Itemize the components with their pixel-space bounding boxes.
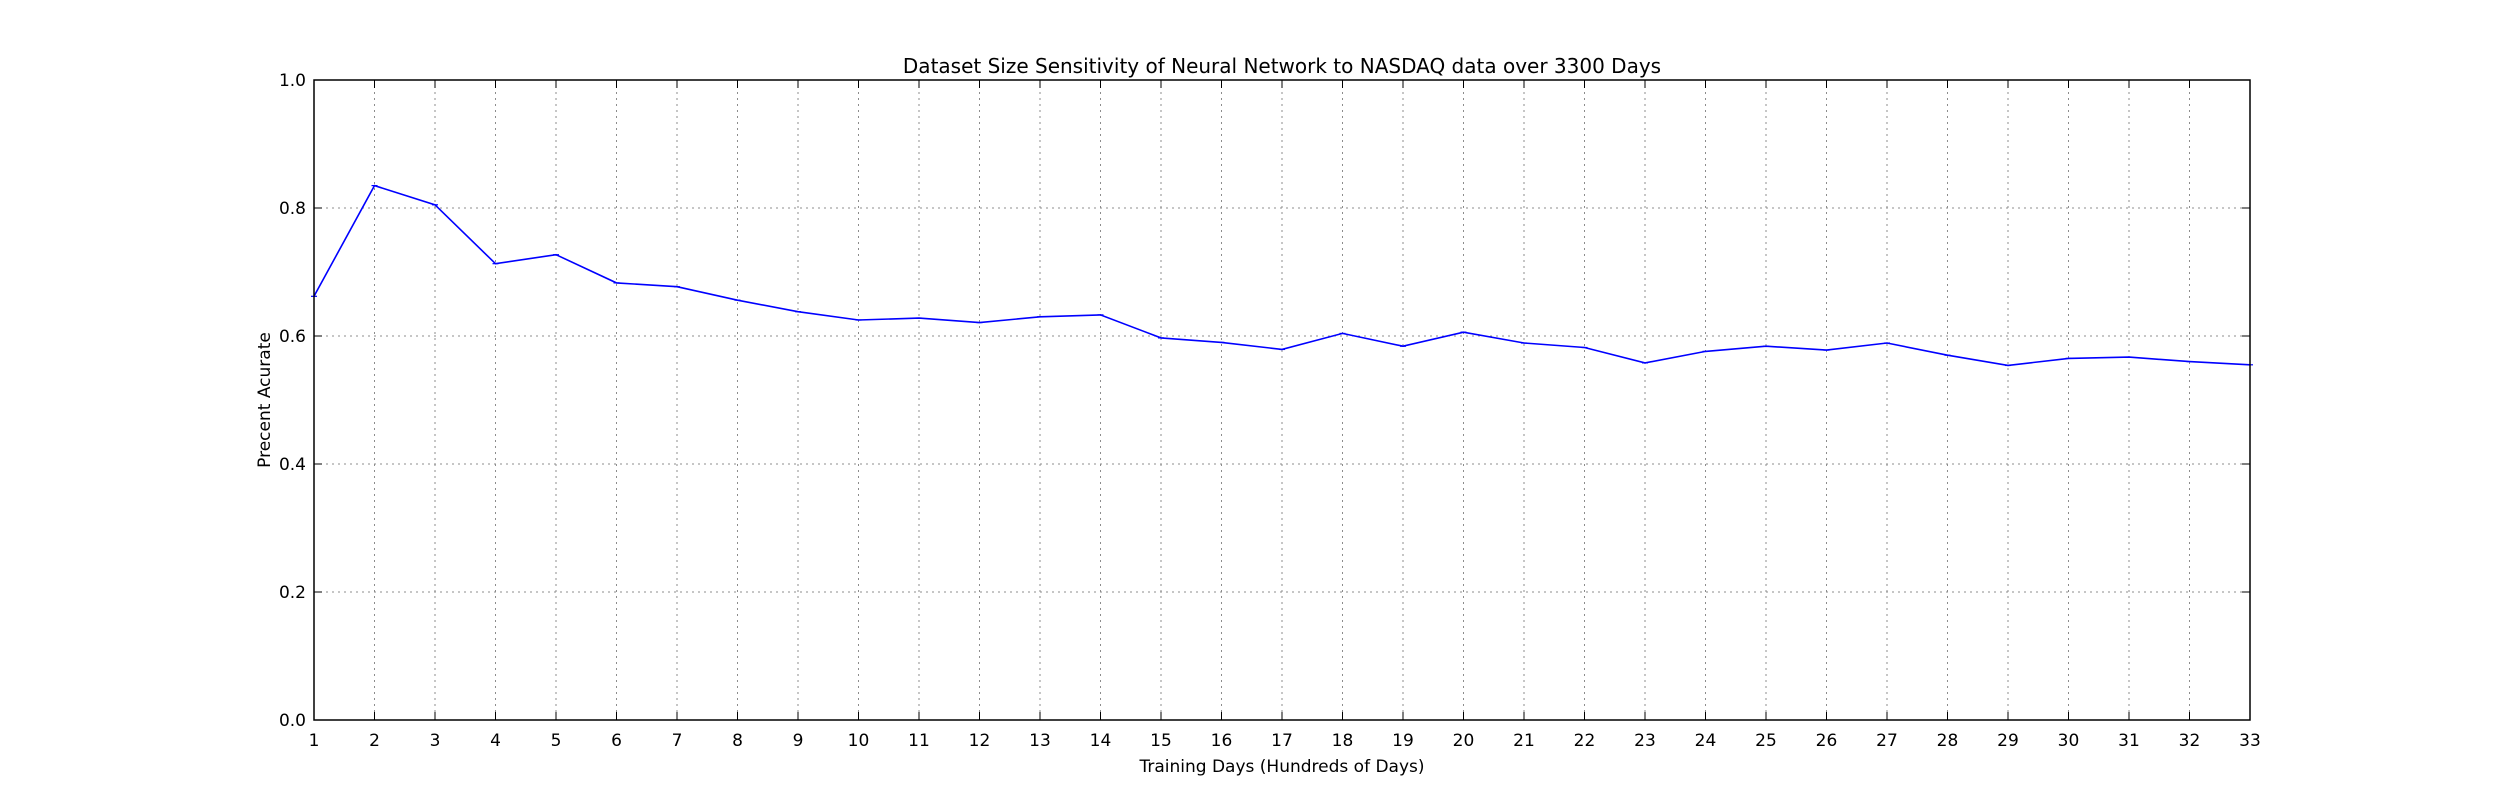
- x-tick-label: 22: [1574, 731, 1596, 751]
- x-tick-label: 21: [1513, 731, 1535, 751]
- y-tick-label: 0.2: [279, 583, 306, 603]
- x-tick-label: 13: [1029, 731, 1051, 751]
- x-tick-label: 18: [1332, 731, 1354, 751]
- x-tick-label: 1: [309, 731, 320, 751]
- x-tick-label: 3: [430, 731, 441, 751]
- x-tick-label: 2: [369, 731, 380, 751]
- x-tick-label: 29: [1997, 731, 2019, 751]
- x-tick-label: 33: [2239, 731, 2261, 751]
- chart-title: Dataset Size Sensitivity of Neural Netwo…: [903, 54, 1661, 78]
- x-tick-label: 7: [672, 731, 683, 751]
- ticks: 1 2 3 4 5 6 7 8 9 10 11 12 13 14 15 16 17 18 19 20 21 22 23 24 2…: [279, 71, 2261, 751]
- x-tick-label: 8: [732, 731, 743, 751]
- series-layer: [311, 184, 2253, 367]
- x-tick-label: 24: [1695, 731, 1717, 751]
- x-tick-label: 6: [611, 731, 622, 751]
- x-tick-label: 14: [1090, 731, 1112, 751]
- y-tick-label: 1.0: [279, 71, 306, 91]
- x-tick-label: 20: [1453, 731, 1475, 751]
- x-tick-label: 27: [1876, 731, 1898, 751]
- grid: [313, 79, 2251, 721]
- y-tick-label: 0.4: [279, 455, 306, 475]
- x-tick-label: 16: [1211, 731, 1233, 751]
- x-tick-label: 5: [551, 731, 562, 751]
- y-axis-label: Precent Acurate: [255, 332, 275, 468]
- x-tick-label: 31: [2118, 731, 2140, 751]
- x-tick-label: 4: [490, 731, 501, 751]
- x-tick-label: 32: [2179, 731, 2201, 751]
- x-tick-label: 12: [969, 731, 991, 751]
- x-tick-label: 26: [1816, 731, 1838, 751]
- x-tick-label: 15: [1150, 731, 1172, 751]
- x-tick-label: 9: [793, 731, 804, 751]
- x-tick-label: 11: [908, 731, 930, 751]
- x-axis-label: Training Days (Hundreds of Days): [1138, 757, 1424, 777]
- x-tick-label: 28: [1937, 731, 1959, 751]
- x-tick-label: 19: [1392, 731, 1414, 751]
- x-tick-label: 25: [1755, 731, 1777, 751]
- y-tick-label: 0.0: [279, 711, 306, 731]
- y-tick-label: 0.6: [279, 327, 306, 347]
- x-tick-label: 17: [1271, 731, 1293, 751]
- y-tick-label: 0.8: [279, 199, 306, 219]
- x-tick-label: 23: [1634, 731, 1656, 751]
- x-tick-label: 10: [848, 731, 870, 751]
- x-tick-label: 30: [2058, 731, 2080, 751]
